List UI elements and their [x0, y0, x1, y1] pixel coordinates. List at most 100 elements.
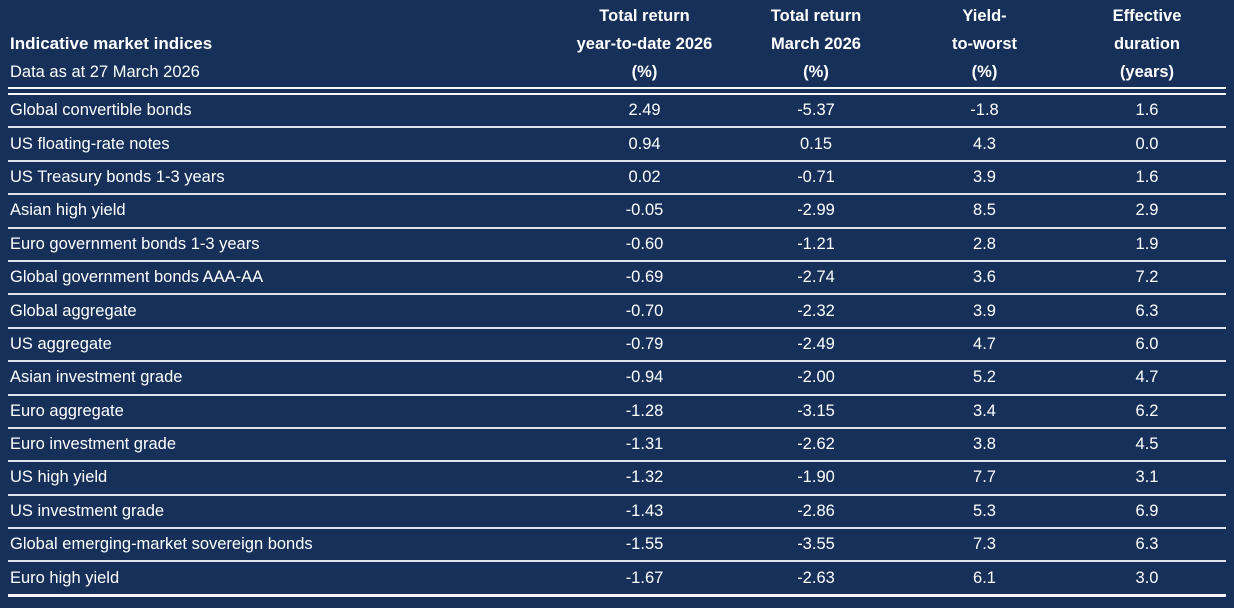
row-value: 5.2 [973, 368, 996, 387]
row-value: -1.21 [797, 234, 835, 253]
row-value: 3.4 [973, 401, 996, 420]
row-value: 2.49 [628, 101, 661, 120]
column-header-yield-to-worst: Yield- to-worst (%) [901, 2, 1068, 86]
table-row: US high yield -1.32 -1.90 7.7 3.1 [8, 462, 1226, 496]
row-value: 6.9 [1135, 501, 1159, 520]
row-value: -2.00 [797, 368, 835, 387]
row-label: Global aggregate [10, 301, 137, 320]
row-label: US investment grade [10, 501, 165, 520]
column-header-line: Effective [1112, 7, 1182, 25]
column-header-line: (%) [631, 63, 658, 81]
column-header-line: Total return [770, 7, 862, 25]
row-value: 4.7 [973, 334, 996, 353]
row-value: 6.3 [1135, 535, 1159, 554]
table-row: US Treasury bonds 1-3 years 0.02 -0.71 3.9 1… [8, 162, 1226, 196]
title-block: Indicative market indices Data as at 27 … [8, 30, 558, 86]
row-value: 2.9 [1135, 201, 1159, 220]
row-value: -0.71 [797, 167, 835, 186]
row-value: -1.67 [625, 568, 664, 587]
table-row: Euro investment grade -1.31 -2.62 3.8 4.5 [8, 429, 1226, 463]
row-value: 6.3 [1135, 301, 1159, 320]
column-header-line: duration [1114, 35, 1180, 53]
row-value: 4.3 [973, 134, 996, 153]
row-value: 3.9 [973, 301, 996, 320]
row-value: 0.94 [628, 134, 661, 153]
row-value: 3.0 [1135, 568, 1159, 587]
table-row: US aggregate -0.79 -2.49 4.7 6.0 [8, 329, 1226, 363]
row-value: 3.8 [973, 435, 996, 454]
row-label: US floating-rate notes [10, 134, 170, 153]
table-row: Asian high yield -0.05 -2.99 8.5 2.9 [8, 195, 1226, 229]
row-value: -1.32 [625, 468, 664, 487]
row-value: 1.6 [1135, 101, 1159, 120]
row-value: 0.0 [1135, 134, 1159, 153]
row-value: -2.63 [797, 568, 835, 587]
row-value: -2.62 [797, 435, 835, 454]
row-value: -0.05 [625, 201, 664, 220]
row-value: 0.02 [628, 167, 661, 186]
row-value: -0.60 [625, 234, 664, 253]
row-value: -1.31 [625, 435, 664, 454]
row-value: -0.79 [625, 334, 664, 353]
row-value: 7.3 [973, 535, 996, 554]
row-value: -3.55 [797, 535, 835, 554]
column-header-line: Yield- [962, 7, 1007, 25]
table-row: Euro aggregate -1.28 -3.15 3.4 6.2 [8, 396, 1226, 429]
column-header-line: (%) [971, 63, 998, 81]
row-label: US aggregate [10, 334, 112, 353]
column-header-line: to-worst [951, 35, 1018, 53]
row-value: 1.6 [1135, 167, 1159, 186]
table-header: Indicative market indices Data as at 27 … [8, 0, 1226, 86]
row-value: -1.90 [797, 468, 835, 487]
row-value: 8.5 [973, 201, 996, 220]
row-value: -2.86 [797, 501, 835, 520]
row-value: -5.37 [797, 101, 835, 120]
row-value: 7.7 [973, 468, 996, 487]
column-header-line: Total return [599, 7, 690, 25]
row-value: -1.43 [625, 501, 664, 520]
row-label: Euro investment grade [10, 435, 177, 454]
column-header-effective-duration: Effective duration (years) [1068, 2, 1226, 86]
column-header-line: March 2026 [771, 35, 861, 53]
column-header-line: year-to-date 2026 [576, 35, 713, 53]
row-value: -2.49 [797, 334, 835, 353]
row-label: Euro high yield [10, 568, 120, 587]
column-header-line: (years) [1119, 63, 1175, 81]
row-label: Global emerging-market sovereign bonds [10, 535, 313, 554]
row-value: 1.9 [1135, 234, 1159, 253]
header-separator-double-line [8, 87, 1226, 95]
row-label: Euro aggregate [10, 401, 124, 420]
column-header-line: (%) [803, 63, 829, 81]
row-label: Global convertible bonds [10, 101, 192, 120]
table-row: Euro government bonds 1-3 years -0.60 -1.2… [8, 229, 1226, 262]
table-body: Global convertible bonds 2.49 -5.37 -1.8 1.6… [8, 95, 1226, 597]
row-label: US high yield [10, 468, 108, 487]
row-value: 7.2 [1135, 268, 1159, 287]
row-label: Global government bonds AAA-AA [10, 268, 264, 287]
table-row: Euro high yield -1.67 -2.63 6.1 3.0 [8, 562, 1226, 597]
row-label: Euro government bonds 1-3 years [10, 234, 260, 253]
row-value: -2.74 [797, 268, 835, 287]
row-value: -1.28 [625, 401, 664, 420]
row-value: -1.8 [970, 101, 999, 120]
row-value: -0.69 [625, 268, 664, 287]
row-value: 4.5 [1135, 435, 1159, 454]
row-label: Asian investment grade [10, 368, 183, 387]
row-label: Asian high yield [10, 201, 126, 220]
row-value: 3.6 [973, 268, 996, 287]
table-row: Global government bonds AAA-AA -0.69 -2.74… [8, 262, 1226, 296]
row-label: US Treasury bonds 1-3 years [10, 167, 225, 186]
row-value: 6.0 [1135, 334, 1159, 353]
row-value: 5.3 [973, 501, 996, 520]
row-value: 6.2 [1135, 401, 1159, 420]
row-value: 6.1 [973, 568, 996, 587]
row-value: -2.32 [797, 301, 835, 320]
row-value: 3.1 [1135, 468, 1159, 487]
column-header-total-return-march: Total return March 2026 (%) [731, 2, 901, 86]
table-row: Global aggregate -0.70 -2.32 3.9 6.3 [8, 295, 1226, 329]
row-value: 0.15 [799, 134, 833, 153]
page-title: Indicative market indices [10, 34, 213, 53]
table-row: US floating-rate notes 0.94 0.15 4.3 0.0 [8, 128, 1226, 162]
table-row: US investment grade -1.43 -2.86 5.3 6.9 [8, 496, 1226, 530]
